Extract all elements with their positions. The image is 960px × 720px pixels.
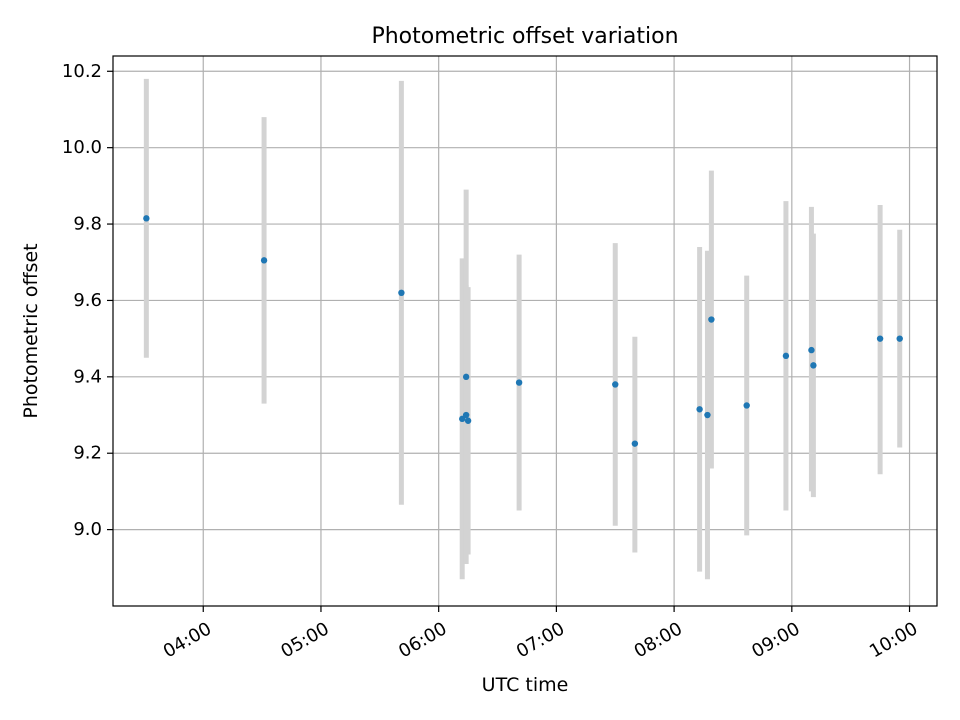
y-tick-label: 9.6 [73,290,102,311]
x-axis-ticks: 04:00 05:00 06:00 07:00 08:00 09:00 10:00 [160,606,921,662]
data-point [260,257,268,264]
x-tick-label: 05:00 [277,618,332,662]
y-axis-label: Photometric offset [20,243,42,418]
data-points [143,215,903,447]
data-point [515,379,523,386]
error-bars [143,78,903,580]
data-point [704,411,711,419]
data-point [810,362,817,369]
data-point [876,335,884,342]
data-point [464,417,472,424]
chart-title: Photometric offset variation [371,24,678,49]
x-tick-label: 04:00 [160,618,215,662]
data-point [398,289,405,297]
x-tick-label: 08:00 [631,618,686,662]
x-tick-label: 07:00 [513,618,568,662]
x-axis-label: UTC time [482,674,569,696]
y-tick-label: 10.0 [62,137,102,158]
data-point [612,381,619,388]
data-point [143,215,150,222]
y-tick-label: 9.2 [73,443,102,464]
data-point [708,316,715,323]
data-point [459,415,466,423]
x-tick-label: 09:00 [748,618,803,662]
y-tick-label: 9.0 [73,519,102,540]
y-axis-ticks: 9.0 9.2 9.4 9.6 9.8 10.0 10.2 [62,61,113,540]
data-point [631,440,639,447]
y-tick-label: 10.2 [62,61,102,82]
y-tick-label: 9.8 [73,214,102,235]
x-tick-label: 06:00 [395,618,450,662]
data-point [808,346,815,354]
data-point [696,406,703,413]
plot-area-frame [112,55,938,607]
data-point [896,335,903,342]
data-point [782,352,790,360]
x-tick-label: 10:00 [866,618,921,662]
y-tick-label: 9.4 [73,366,102,387]
grid-lines [113,56,937,606]
data-point [462,411,470,419]
data-point [462,373,470,381]
data-point [743,402,750,409]
